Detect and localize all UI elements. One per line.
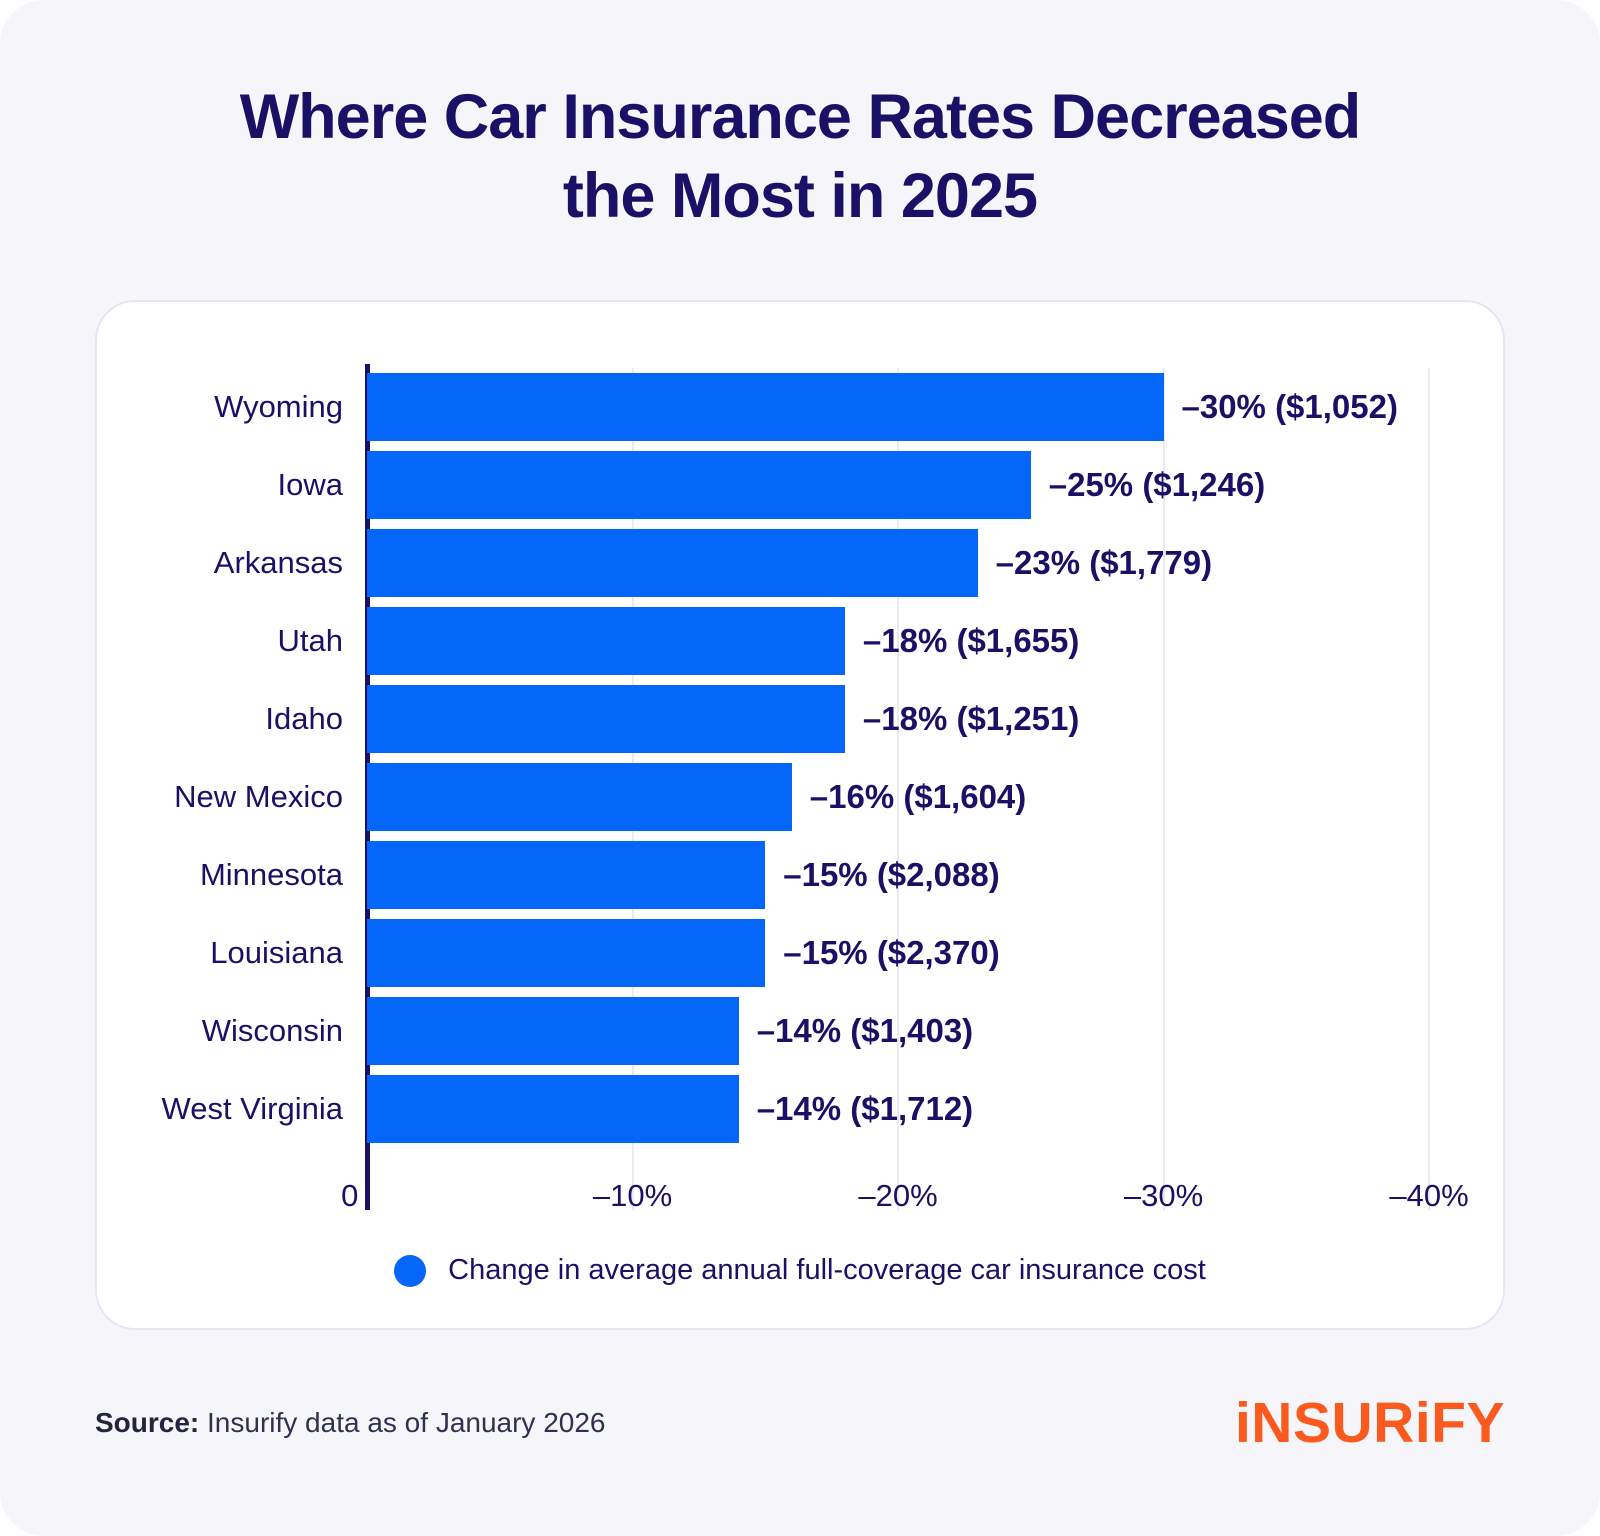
bar (367, 841, 766, 909)
footer: Source: Insurify data as of January 2026… (95, 1390, 1505, 1456)
bar-row: Wisconsin –14% ($1,403) (97, 992, 1429, 1070)
insurify-logo: iNSURiFY (1234, 1391, 1505, 1455)
source-note: Source: Insurify data as of January 2026 (95, 1407, 606, 1439)
bar-value-label: –18% ($1,251) (862, 700, 1080, 737)
chart-title-line2: the Most in 2025 (562, 161, 1038, 232)
bar-row: Idaho –18% ($1,251) (97, 680, 1429, 758)
x-tick-label: –30% (1123, 1178, 1204, 1213)
bar-row: New Mexico –16% ($1,604) (97, 758, 1429, 836)
bar (367, 1075, 739, 1143)
bar-value-label: –14% ($1,712) (756, 1090, 974, 1127)
chart-card: Wyoming –30% ($1,052) Iowa –25% ($1,246) Ark… (95, 300, 1505, 1330)
x-tick-label: –20% (858, 1178, 938, 1213)
bar-track: –15% ($2,370) (367, 919, 1429, 987)
bar-track: –25% ($1,246) (367, 451, 1429, 519)
category-label: New Mexico (174, 779, 343, 814)
bar-value-label: –23% ($1,779) (995, 544, 1213, 581)
bar-track: –14% ($1,712) (367, 1075, 1429, 1143)
bar-track: –23% ($1,779) (367, 529, 1429, 597)
bar-track: –18% ($1,655) (367, 607, 1429, 675)
chart-title-line1: Where Car Insurance Rates Decreased (239, 82, 1362, 152)
bar-track: –18% ($1,251) (367, 685, 1429, 753)
bar-row: Louisiana –15% ($2,370) (97, 914, 1429, 992)
bar-row: West Virginia –14% ($1,712) (97, 1070, 1429, 1148)
bar-row: Minnesota –15% ($2,088) (97, 836, 1429, 914)
bar-row: Wyoming –30% ($1,052) (97, 368, 1429, 446)
bar (367, 529, 978, 597)
x-tick-label: 0 (341, 1178, 359, 1213)
bar (367, 919, 766, 987)
chart-title: Where Car Insurance Rates Decreased the … (0, 0, 1600, 237)
bar (367, 685, 845, 753)
x-tick-label: –10% (592, 1178, 673, 1213)
category-label: Minnesota (199, 857, 343, 892)
bar-value-label: –25% ($1,246) (1048, 466, 1266, 503)
bar (367, 997, 739, 1065)
source-text: Insurify data as of January 2026 (207, 1407, 606, 1438)
bar-row: Iowa –25% ($1,246) (97, 446, 1429, 524)
legend-label: Change in average annual full-coverage c… (448, 1254, 1206, 1286)
bar-value-label: –14% ($1,403) (756, 1012, 974, 1049)
bar (367, 607, 845, 675)
bar-row: Arkansas –23% ($1,779) (97, 524, 1429, 602)
category-label: Arkansas (213, 545, 343, 580)
bar-track: –16% ($1,604) (367, 763, 1429, 831)
category-label: Louisiana (210, 935, 343, 970)
source-label: Source: (95, 1407, 200, 1438)
bar (367, 763, 792, 831)
bar-value-label: –18% ($1,655) (862, 622, 1080, 659)
x-tick-label: –40% (1389, 1178, 1469, 1213)
bar (367, 373, 1164, 441)
category-label: Wisconsin (201, 1013, 343, 1048)
bar-row: Utah –18% ($1,655) (97, 602, 1429, 680)
x-axis: 0 –10% –20% –30% –40% (341, 1164, 1469, 1220)
bar (367, 451, 1031, 519)
category-label: Iowa (277, 467, 343, 502)
bar-track: –14% ($1,403) (367, 997, 1429, 1065)
bar-value-label: –16% ($1,604) (809, 778, 1027, 815)
legend: Change in average annual full-coverage c… (97, 1254, 1503, 1287)
category-label: Idaho (265, 701, 343, 736)
bar-value-label: –15% ($2,088) (783, 856, 1000, 893)
category-label: Utah (277, 623, 343, 658)
bar-chart: Wyoming –30% ($1,052) Iowa –25% ($1,246) Ark… (97, 302, 1503, 1328)
bar-track: –15% ($2,088) (367, 841, 1429, 909)
legend-dot-icon (394, 1254, 427, 1287)
bar-track: –30% ($1,052) (367, 373, 1429, 441)
category-label: Wyoming (214, 389, 343, 424)
bar-value-label: –15% ($2,370) (783, 934, 1000, 971)
bar-value-label: –30% ($1,052) (1181, 388, 1398, 425)
category-label: West Virginia (161, 1091, 344, 1126)
bar-rows: Wyoming –30% ($1,052) Iowa –25% ($1,246) Ark… (97, 368, 1429, 1148)
